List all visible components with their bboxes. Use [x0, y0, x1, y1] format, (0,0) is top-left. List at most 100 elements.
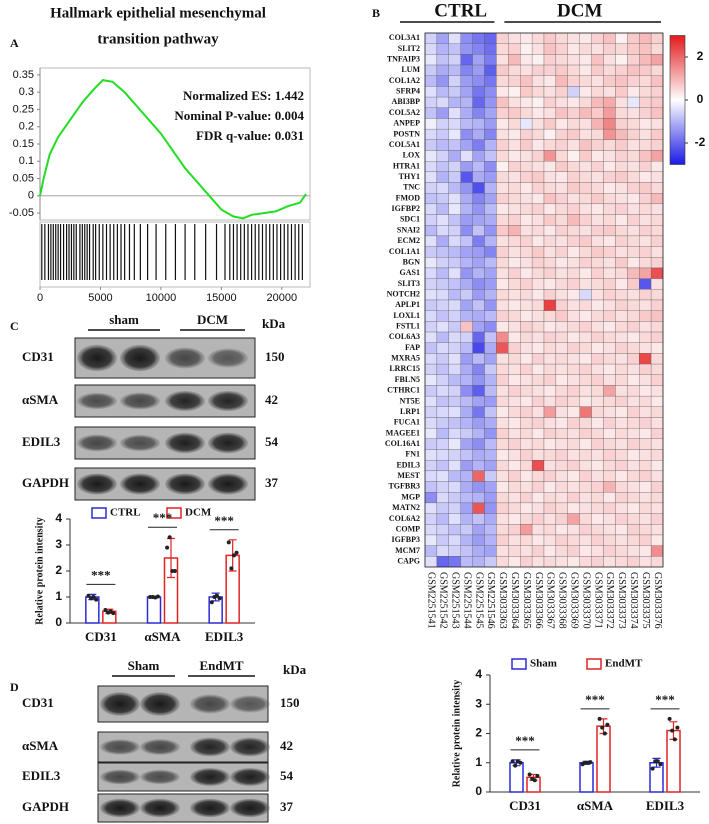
heat-cell — [472, 524, 485, 536]
heat-cell — [555, 246, 568, 258]
heat-cell — [484, 257, 497, 269]
heat-cell — [627, 214, 640, 226]
heat-cell — [650, 118, 664, 130]
heat-cell — [484, 545, 497, 557]
heat-cell — [591, 182, 604, 194]
heat-cell — [579, 449, 592, 461]
row-label: MATN2 — [392, 503, 420, 512]
kda-label: 150 — [280, 695, 300, 710]
heat-cell — [543, 481, 557, 493]
heat-cell — [650, 171, 664, 183]
row-label: SFRP4 — [396, 87, 420, 96]
heat-cell — [639, 161, 652, 172]
heat-cell — [460, 203, 473, 215]
heat-cell — [448, 128, 461, 140]
data-point — [675, 725, 680, 730]
heat-cell — [531, 545, 545, 557]
chart-title: transition pathway — [97, 31, 219, 47]
heat-cell — [531, 171, 545, 183]
heat-cell — [567, 363, 580, 375]
heat-cell — [484, 150, 497, 162]
heat-cell — [555, 54, 568, 66]
data-point — [111, 611, 116, 616]
heat-cell — [508, 278, 521, 290]
column-label: GSM3033374 — [628, 572, 639, 629]
heat-cell — [579, 171, 592, 183]
row-label: APLP1 — [395, 300, 420, 309]
heat-cell — [555, 470, 568, 482]
heat-cell — [448, 299, 461, 311]
heat-cell — [627, 54, 640, 66]
heat-cell — [543, 331, 557, 343]
heat-cell — [603, 203, 616, 215]
heat-cell — [448, 182, 461, 194]
bar — [579, 762, 594, 793]
heat-cell — [555, 257, 568, 269]
heat-cell — [424, 395, 438, 407]
blot-band — [230, 767, 270, 787]
heat-cell — [424, 235, 438, 247]
x-tick-label: 20000 — [267, 292, 298, 304]
heat-cell — [591, 86, 604, 98]
heat-cell — [627, 118, 640, 130]
heat-cell — [615, 460, 628, 472]
panel-label: D — [10, 680, 19, 694]
heat-cell — [603, 513, 616, 525]
heat-cell — [484, 235, 497, 247]
heat-cell — [472, 406, 485, 418]
heat-cell — [579, 321, 592, 333]
row-label: CAPG — [397, 556, 420, 565]
stat-annotation: Normalized ES: 1.442 — [183, 88, 304, 103]
blot-band — [208, 390, 248, 412]
heat-cell — [520, 406, 533, 418]
data-point — [672, 737, 677, 742]
heat-cell — [591, 246, 604, 258]
column-label: GSM3033364 — [509, 572, 520, 629]
blot-band — [165, 390, 205, 412]
heat-cell — [424, 502, 438, 514]
heat-cell — [555, 492, 568, 504]
row-label: GAS1 — [400, 268, 420, 277]
heat-cell — [591, 32, 604, 44]
heat-cell — [603, 428, 616, 439]
heat-cell — [472, 257, 485, 269]
data-point — [650, 766, 655, 771]
heat-cell — [496, 417, 509, 429]
heat-cell — [567, 534, 580, 546]
heat-cell — [650, 385, 664, 397]
heat-cell — [436, 278, 449, 290]
heat-cell — [531, 278, 545, 290]
heat-cell — [650, 246, 664, 258]
heat-cell — [615, 363, 628, 375]
heat-cell — [448, 107, 461, 119]
data-point — [605, 722, 610, 727]
legend-label: DCM — [185, 507, 212, 519]
heat-cell — [484, 246, 497, 258]
heat-cell — [579, 214, 592, 226]
heat-cell — [484, 534, 497, 546]
heat-cell — [448, 363, 461, 375]
heat-cell — [543, 395, 557, 407]
column-label: GSM2251544 — [461, 572, 472, 629]
row-label: COL5A2 — [389, 108, 420, 117]
heat-cell — [496, 193, 509, 205]
heat-cell — [639, 289, 652, 301]
heat-cell — [448, 225, 461, 237]
heat-cell — [484, 342, 497, 354]
data-point — [602, 731, 607, 736]
heat-cell — [508, 54, 521, 66]
heat-cell — [615, 406, 628, 418]
heat-cell — [639, 118, 652, 130]
heat-cell — [460, 235, 473, 247]
heat-cell — [627, 502, 640, 514]
x-tick-label: CD31 — [509, 798, 541, 813]
heat-cell — [448, 278, 461, 290]
heat-cell — [639, 374, 652, 386]
heat-cell — [460, 331, 473, 343]
blot-band — [100, 798, 140, 818]
heat-cell — [543, 342, 557, 354]
heat-cell — [424, 257, 438, 269]
heat-cell — [436, 374, 449, 386]
heat-cell — [615, 118, 628, 130]
heat-cell — [543, 128, 557, 140]
